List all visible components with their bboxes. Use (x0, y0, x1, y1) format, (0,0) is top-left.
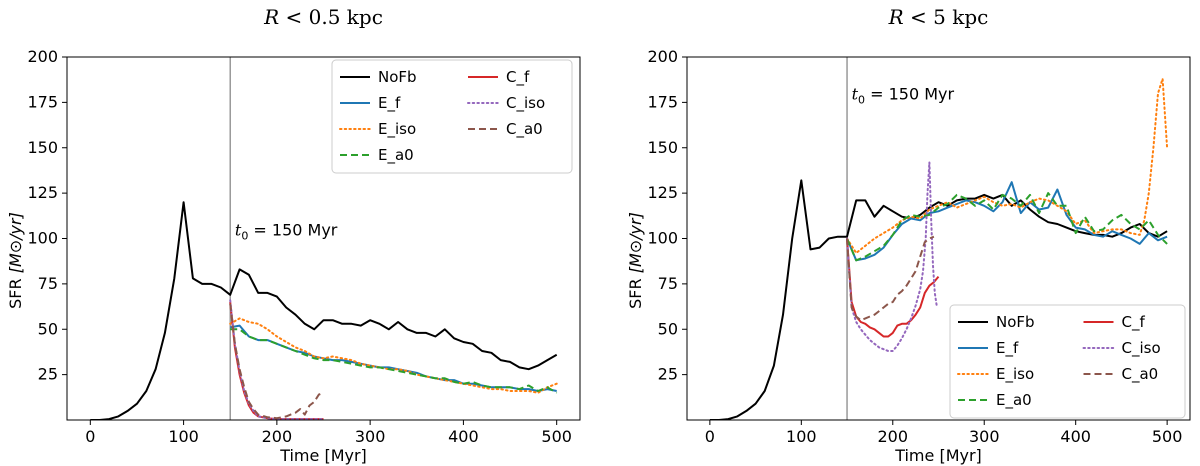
chart2-series-c-iso (846, 161, 938, 352)
chart2-legend-label-e-f: E_f (996, 339, 1019, 358)
chart1-legend-label-c-a0: C_a0 (506, 120, 543, 139)
chart2-ytick-label: 50 (658, 319, 678, 338)
chart1-t0-annotation-rest: = 150 Myr (248, 220, 337, 239)
chart2-xtick-label: 100 (786, 427, 817, 446)
chart1-legend: NoFb E_f E_iso E_a0 C_f C_iso C_a0 (331, 59, 573, 174)
chart1-xtick-label: 400 (448, 427, 479, 446)
chart2-legend-label-e-iso: E_iso (996, 365, 1034, 384)
chart2-series-e-iso (846, 77, 1169, 254)
chart2-legend: NoFb E_f E_iso E_a0 C_f C_iso C_a0 (949, 304, 1186, 419)
chart1-legend-label-c-iso: C_iso (506, 94, 545, 113)
chart2-t0-annotation-rest: = 150 Myr (865, 84, 954, 103)
chart2-series-e-a0 (846, 192, 1168, 262)
chart2-series-nofb (709, 179, 1168, 420)
chart2-xtick-label: 200 (877, 427, 908, 446)
chart1-y-axis-label-unit: [M⊙/yr] (6, 212, 25, 273)
chart2-title-var: R (888, 5, 904, 29)
chart1-series-group (90, 201, 558, 420)
chart1-title-var: R (263, 5, 279, 29)
chart1-legend-box (331, 59, 573, 174)
chart2-y-axis-label-unit: [M⊙/yr] (626, 212, 645, 273)
chart1-y-axis-label: SFR [M⊙/yr] (6, 212, 25, 309)
chart2-series-e-f (846, 181, 1168, 262)
chart1-series-e-a0 (230, 328, 558, 394)
chart2-ytick-label: 25 (658, 365, 678, 384)
chart2-title: R < 5 kpc (888, 5, 989, 29)
chart1-ytick-label: 100 (27, 229, 58, 248)
chart2-ytick-label: 200 (647, 47, 678, 66)
chart1-ytick-label: 25 (38, 365, 58, 384)
chart1-series-e-iso (229, 317, 558, 394)
chart2-xtick-label: 300 (969, 427, 1000, 446)
chart2-xtick-label: 400 (1060, 427, 1091, 446)
chart2-panel: R < 5 kpc 0 100 200 300 400 500 25 50 75 100 125 150… (626, 5, 1191, 465)
chart2-legend-label-nofb: NoFb (996, 313, 1035, 331)
chart1-ytick-label: 50 (38, 319, 58, 338)
chart2-ytick-label: 100 (647, 229, 678, 248)
chart1-series-e-f (230, 324, 557, 392)
chart1-series-c-a0 (229, 303, 324, 420)
chart1-series-nofb (90, 201, 558, 420)
chart2-series-c-f (846, 238, 940, 338)
chart1-y-axis-label-main: SFR (6, 273, 25, 309)
chart2-series-group (709, 77, 1169, 420)
chart2-legend-label-c-iso: C_iso (1122, 339, 1161, 358)
chart2-legend-label-c-a0: C_a0 (1122, 365, 1159, 384)
chart1-ytick-label: 75 (38, 274, 58, 293)
chart2-legend-box (949, 304, 1186, 419)
chart2-x-axis-label: Time [Myr] (894, 446, 982, 465)
chart1-legend-label-e-a0: E_a0 (378, 146, 414, 165)
chart2-t0-annotation-sub: 0 (858, 93, 865, 106)
chart1-xtick-label: 500 (541, 427, 572, 446)
chart2-title-rest: < 5 kpc (904, 5, 989, 29)
chart1-ytick-label: 150 (27, 138, 58, 157)
chart2-y-axis-label: SFR [M⊙/yr] (626, 212, 645, 309)
chart1-x-axis-label: Time [Myr] (279, 446, 367, 465)
chart1-series-c-iso (229, 299, 325, 420)
chart1-t0-annotation-var: t (235, 220, 242, 239)
chart1-legend-label-nofb: NoFb (378, 68, 417, 86)
chart1-ytick-label: 200 (27, 47, 58, 66)
chart1-xtick-label: 300 (355, 427, 386, 446)
chart2-ytick-label: 175 (647, 92, 678, 111)
chart2-t0-annotation: t0 = 150 Myr (852, 84, 955, 106)
chart1-t0-annotation: t0 = 150 Myr (235, 220, 338, 242)
chart1-xtick-label: 0 (85, 427, 95, 446)
chart1-legend-label-e-iso: E_iso (378, 120, 416, 139)
chart1-ytick-label: 125 (27, 183, 58, 202)
chart2-legend-label-e-a0: E_a0 (996, 391, 1032, 410)
chart2-xtick-label: 0 (705, 427, 715, 446)
chart1-panel: R < 0.5 kpc 0 100 200 300 400 500 25 50 75 100 125 1… (6, 5, 581, 465)
chart2-legend-label-c-f: C_f (1122, 313, 1146, 332)
chart2-xtick-label: 500 (1152, 427, 1183, 446)
chart1-xtick-label: 200 (262, 427, 293, 446)
chart2-y-axis-label-main: SFR (626, 273, 645, 309)
chart1-title: R < 0.5 kpc (263, 5, 383, 29)
chart2-ytick-label: 125 (647, 183, 678, 202)
chart2-ytick-label: 150 (647, 138, 678, 157)
chart2-ytick-label: 75 (658, 274, 678, 293)
chart1-title-rest: < 0.5 kpc (279, 5, 383, 29)
chart1-ytick-label: 175 (27, 92, 58, 111)
chart1-legend-label-c-f: C_f (506, 68, 530, 87)
chart1-legend-label-e-f: E_f (378, 94, 401, 113)
chart1-t0-annotation-sub: 0 (241, 229, 248, 242)
chart2-t0-annotation-var: t (852, 84, 859, 103)
chart1-xtick-label: 100 (168, 427, 199, 446)
